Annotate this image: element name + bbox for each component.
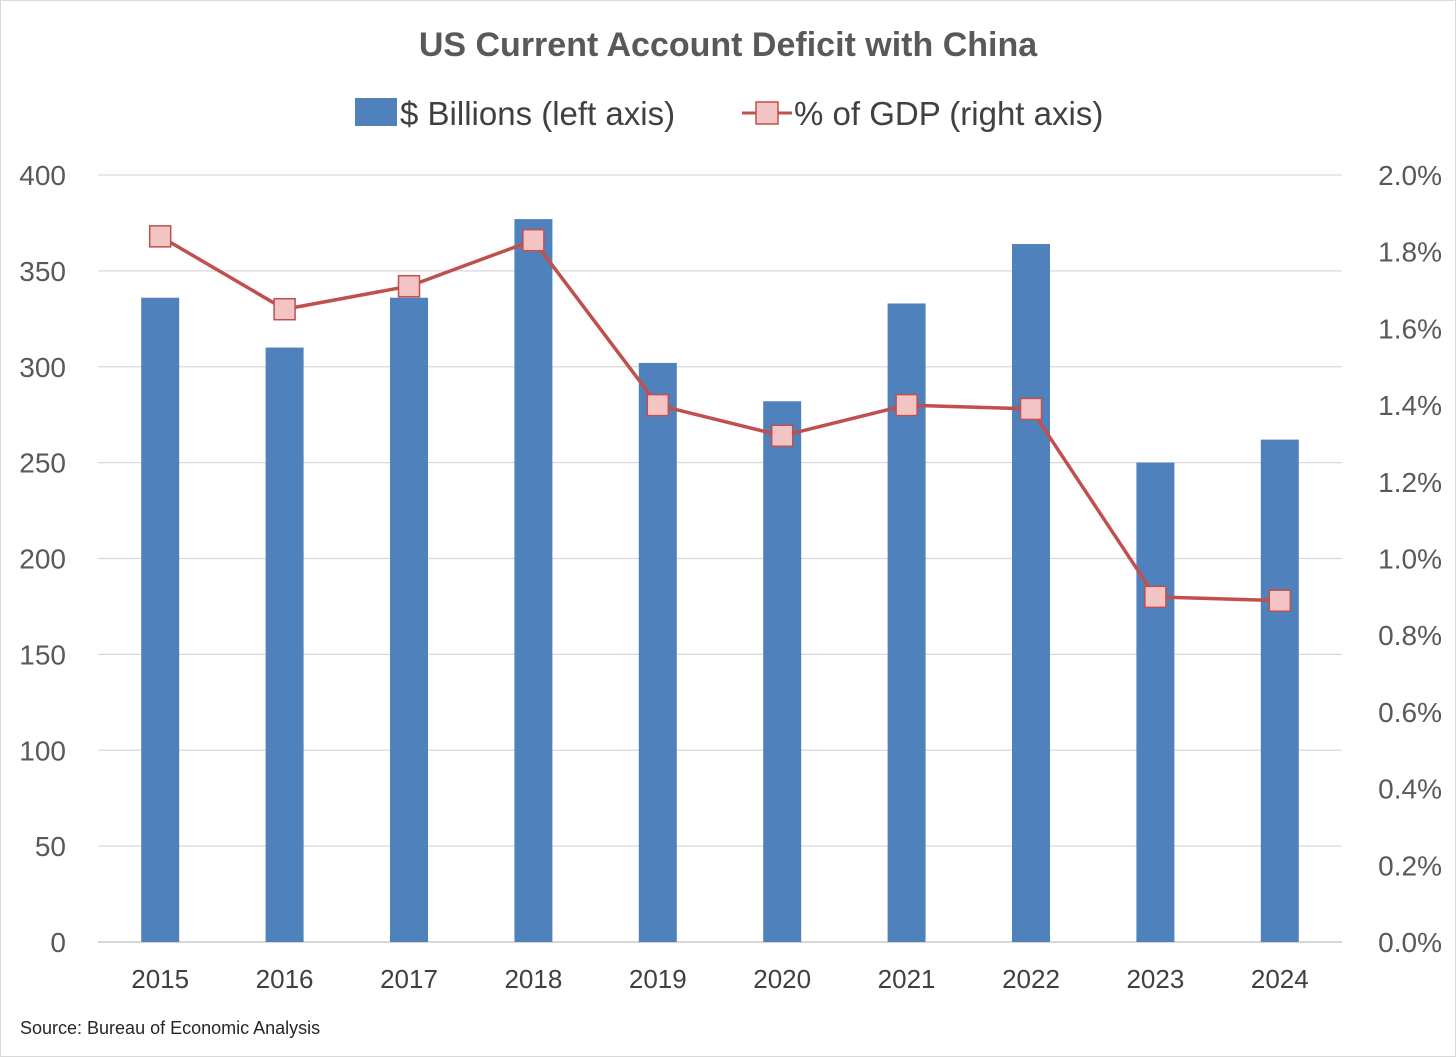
right-axis-tick-label: 1.4% <box>1378 390 1442 421</box>
chart-title: US Current Account Deficit with China <box>419 26 1038 64</box>
right-axis-tick-label: 0.0% <box>1378 927 1442 958</box>
line-marker <box>895 393 918 417</box>
bar <box>1012 244 1050 942</box>
right-axis-tick-label: 1.0% <box>1378 544 1442 575</box>
x-axis-tick-label: 2021 <box>878 964 936 994</box>
right-axis-tick-label: 2.0% <box>1378 160 1442 191</box>
left-axis-tick-label: 50 <box>35 831 66 862</box>
right-axis-ticks: 0.0% 0.2% 0.4% 0.6% 0.8% 1.0% 1.2% 1.4% 1.6% 1.8%… <box>1378 160 1442 958</box>
bar <box>763 401 802 942</box>
right-axis-tick-label: 1.8% <box>1378 237 1442 268</box>
right-axis-tick-label: 1.6% <box>1378 313 1442 344</box>
x-axis-tick-label: 2023 <box>1126 964 1184 994</box>
x-axis-tick-label: 2022 <box>1002 964 1060 994</box>
line-marker <box>1019 397 1043 421</box>
right-axis-tick-label: 0.4% <box>1378 774 1442 805</box>
line-marker <box>148 225 172 248</box>
gridlines <box>98 174 1342 943</box>
bar-series <box>141 219 1299 943</box>
bar <box>265 347 304 942</box>
line-marker <box>1144 585 1167 609</box>
x-axis-tick-label: 2017 <box>380 964 438 994</box>
right-axis-tick-label: 0.2% <box>1378 850 1442 881</box>
left-axis-tick-label: 250 <box>19 448 66 479</box>
line-series <box>148 225 1292 612</box>
bar <box>390 297 428 943</box>
left-axis-tick-label: 100 <box>19 735 66 766</box>
x-axis-tick-label: 2024 <box>1251 964 1309 994</box>
line-marker <box>770 424 794 448</box>
x-axis-ticks: 2015 2016 2017 2018 2019 2020 2021 2022 2023 2024 <box>131 964 1308 994</box>
line-marker <box>273 297 296 321</box>
left-axis-tick-label: 0 <box>50 927 66 958</box>
left-axis-ticks: 0 50 100 150 200 250 300 350 400 <box>19 160 66 958</box>
bar <box>514 219 553 943</box>
line-marker <box>397 274 421 298</box>
bar <box>1260 439 1299 942</box>
line-marker <box>1268 589 1292 612</box>
x-axis-tick-label: 2020 <box>753 964 811 994</box>
source-note: Source: Bureau of Economic Analysis <box>20 1018 320 1038</box>
legend-bar-swatch <box>355 98 397 126</box>
left-axis-tick-label: 350 <box>19 256 66 287</box>
x-axis-tick-label: 2018 <box>504 964 562 994</box>
right-axis-tick-label: 1.2% <box>1378 467 1442 498</box>
x-axis-tick-label: 2019 <box>629 964 687 994</box>
line-marker <box>646 393 670 417</box>
legend-line-marker <box>755 101 779 125</box>
series-line <box>159 234 1280 603</box>
bar <box>1136 462 1175 942</box>
left-axis-tick-label: 150 <box>19 639 66 670</box>
right-axis-tick-label: 0.8% <box>1378 620 1442 651</box>
legend-line-label: % of GDP (right axis) <box>794 95 1103 132</box>
x-axis-tick-label: 2016 <box>256 964 314 994</box>
legend: $ Billions (left axis) % of GDP (right a… <box>355 95 1103 132</box>
bar <box>141 297 180 943</box>
right-axis-tick-label: 0.6% <box>1378 697 1442 728</box>
left-axis-tick-label: 200 <box>19 544 66 575</box>
left-axis-tick-label: 300 <box>19 352 66 383</box>
bar <box>638 362 677 942</box>
x-axis-tick-label: 2015 <box>131 964 189 994</box>
left-axis-tick-label: 400 <box>19 160 66 191</box>
line-marker <box>522 228 545 252</box>
legend-bar-label: $ Billions (left axis) <box>400 95 675 132</box>
